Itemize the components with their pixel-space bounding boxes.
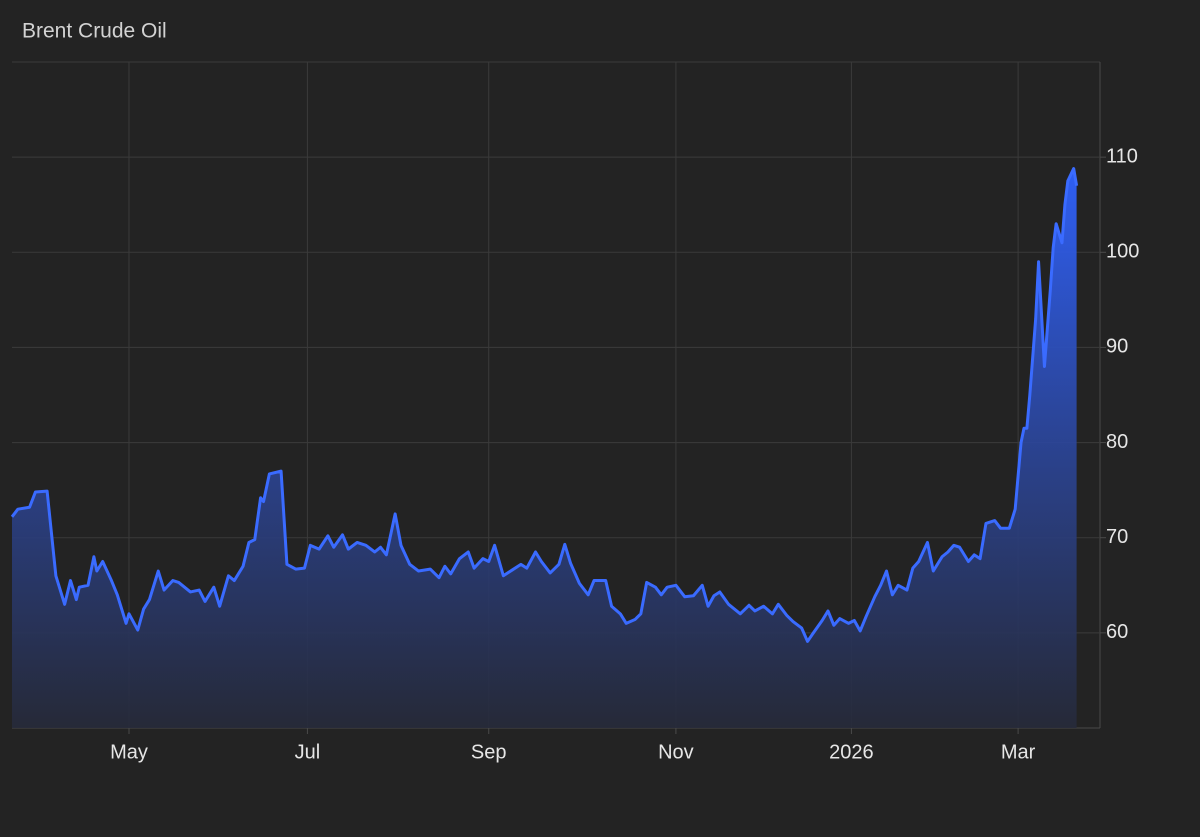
- y-tick-label: 70: [1106, 526, 1128, 548]
- y-tick-label: 80: [1106, 431, 1128, 453]
- x-tick-label: Sep: [471, 741, 507, 763]
- x-tick-label: Nov: [658, 741, 694, 763]
- x-tick-label: Mar: [1001, 741, 1036, 763]
- x-tick-label: Jul: [295, 741, 321, 763]
- price-line: [10, 167, 1079, 643]
- y-tick-label: 60: [1106, 621, 1128, 643]
- x-tick-label: May: [110, 741, 148, 763]
- area-fill: [12, 168, 1077, 728]
- y-tick-label: 110: [1106, 145, 1138, 167]
- chart-title: Brent Crude Oil: [22, 20, 167, 43]
- y-tick-label: 90: [1106, 336, 1128, 358]
- y-tick-label: 100: [1106, 241, 1139, 263]
- x-tick-label: 2026: [829, 741, 874, 763]
